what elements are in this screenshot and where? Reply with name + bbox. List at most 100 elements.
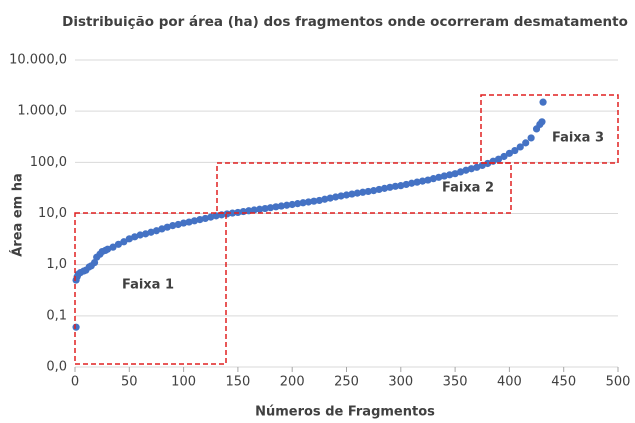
x-tick-label: 400 (497, 375, 522, 390)
point (435, 173, 443, 181)
point (500, 152, 508, 161)
point (125, 235, 133, 243)
point (299, 199, 307, 207)
point (418, 177, 427, 185)
point (212, 212, 220, 220)
chart-title: Distribuição por área (ha) dos fragmento… (62, 14, 628, 30)
y-tick-label: 10,0 (38, 206, 67, 221)
x-tick-label: 150 (225, 375, 250, 390)
y-tick-label: 0,0 (46, 360, 67, 375)
point (353, 189, 361, 197)
point (494, 155, 503, 163)
point (277, 202, 285, 210)
point (196, 215, 204, 224)
point (304, 198, 313, 206)
x-tick-label: 200 (280, 375, 305, 390)
range-box (74, 212, 227, 365)
x-tick-label: 500 (606, 375, 631, 390)
annotation: Faixa 1 (122, 278, 174, 293)
x-tick-label: 50 (121, 375, 138, 390)
point (359, 188, 367, 196)
point (315, 196, 323, 205)
point (364, 187, 372, 196)
point (228, 209, 237, 217)
point (250, 206, 258, 214)
point (131, 233, 139, 241)
point (310, 197, 318, 205)
point (380, 184, 389, 192)
point (462, 166, 470, 174)
point (169, 222, 177, 230)
point (386, 183, 394, 191)
point (321, 195, 329, 203)
point (272, 203, 280, 211)
point (147, 228, 155, 236)
point (283, 201, 291, 209)
point (467, 165, 475, 173)
point (201, 214, 209, 223)
point (516, 143, 524, 151)
point (451, 170, 459, 178)
point (424, 176, 432, 184)
point (539, 98, 547, 106)
y-tick-label: 10.000,0 (9, 53, 67, 68)
point (266, 204, 275, 212)
y-tick-label: 1.000,0 (17, 104, 67, 119)
point (326, 194, 334, 202)
point (141, 230, 150, 238)
point (337, 192, 345, 200)
point (174, 220, 182, 229)
y-tick-label: 100,0 (30, 155, 67, 170)
point (402, 180, 410, 189)
point (484, 159, 492, 168)
point (342, 191, 351, 199)
y-tick-label: 1,0 (46, 257, 67, 272)
annotation: Faixa 2 (442, 181, 494, 196)
point (413, 178, 421, 186)
y-tick-label: 0,1 (46, 308, 67, 323)
x-tick-label: 250 (334, 375, 359, 390)
x-tick-label: 350 (443, 375, 468, 390)
point (261, 204, 269, 213)
point (152, 227, 161, 235)
point (163, 223, 171, 231)
point (511, 146, 519, 155)
point (538, 118, 546, 126)
annotation: Faixa 3 (552, 131, 604, 146)
point (446, 171, 454, 179)
x-tick-label: 0 (71, 375, 79, 390)
point (370, 187, 378, 195)
grid (74, 59, 619, 372)
point (348, 190, 356, 198)
point (109, 243, 117, 251)
point (136, 231, 144, 239)
point (505, 149, 513, 157)
points (72, 98, 547, 331)
point (332, 193, 340, 201)
point (180, 219, 188, 227)
point (207, 213, 215, 221)
point (120, 238, 128, 246)
point (288, 200, 296, 209)
point (440, 172, 448, 180)
point (185, 218, 193, 226)
point (527, 134, 535, 142)
point (190, 217, 199, 225)
point (114, 240, 123, 248)
range-box (216, 162, 512, 214)
point (456, 168, 465, 176)
point (522, 139, 530, 147)
x-axis-label: Números de Fragmentos (255, 405, 435, 420)
point (391, 182, 399, 190)
point (72, 323, 80, 331)
point (158, 225, 166, 233)
point (429, 175, 437, 183)
point (408, 179, 416, 187)
point (223, 210, 231, 218)
point (294, 200, 302, 208)
point (473, 163, 481, 171)
point (103, 245, 112, 253)
point (256, 205, 264, 213)
x-tick-label: 300 (388, 375, 413, 390)
